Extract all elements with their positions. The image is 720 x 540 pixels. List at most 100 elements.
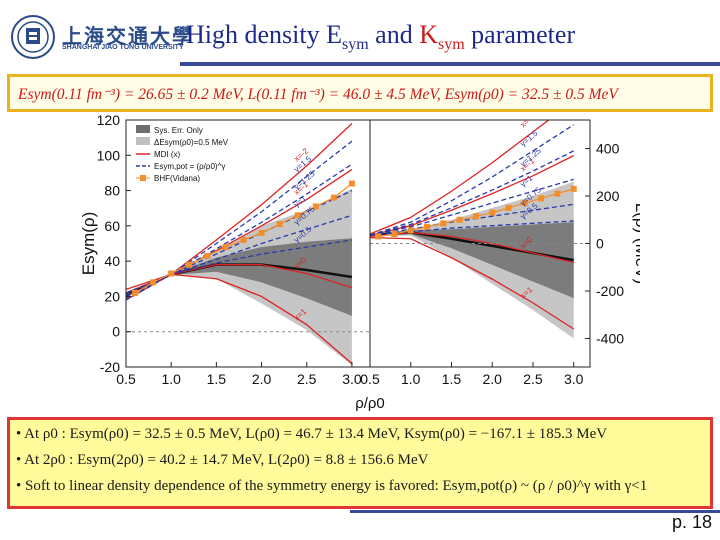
x-axis-label: ρ/ρ0 (355, 395, 385, 412)
mdi-line-x=-1 (370, 155, 574, 236)
bullet-line-2: • At 2ρ0 : Esym(2ρ0) = 40.2 ± 14.7 MeV, … (16, 452, 429, 468)
mdi-line-x=1 (370, 236, 575, 330)
bhf-marker (391, 231, 398, 237)
mdi-line-x=0 (370, 231, 574, 264)
x-tick-label: 1.5 (207, 371, 227, 387)
curve-label: x=-2 (518, 112, 536, 129)
error-band-narrow (126, 238, 352, 316)
bhf-marker (186, 261, 193, 268)
x-tick-label: 3.0 (342, 371, 362, 387)
bhf-marker (505, 204, 512, 211)
left-panel: x=-2x=-1x=0x=1γ=1.5γ=1.25γ=1γ=0.75γ=0.5S… (125, 119, 371, 368)
legend-label: Sys. Err. Only (154, 126, 203, 135)
legend-label: ΔEsym(ρ0)=0.5 MeV (154, 138, 229, 147)
error-band-narrow (370, 222, 574, 299)
bhf-marker (472, 213, 479, 220)
title-rule (180, 62, 720, 66)
y-tick-label: 40 (104, 253, 120, 269)
bhf-marker (312, 203, 319, 210)
bhf-marker (294, 212, 301, 219)
title-k: K (419, 20, 438, 49)
y-axis-label-right: L(ρ) (MeV) (632, 203, 640, 284)
x-tick-label: 1.0 (161, 371, 181, 387)
error-band-wide (370, 181, 574, 339)
panel-plot-area: x=-2x=-1x=0x=1γ=1.5γ=1.25γ=1γ=0.75γ=0.5 (126, 123, 370, 366)
y-tick-label: 0 (596, 236, 604, 252)
bhf-marker (538, 195, 545, 202)
x-tick-label: 0.5 (116, 371, 136, 387)
y-tick-label: 100 (97, 147, 121, 163)
logo-chinese-text: 上海交通大學 (62, 26, 194, 48)
bhf-marker (204, 252, 211, 259)
bhf-marker (240, 236, 247, 243)
x-tick-label: 3.0 (564, 371, 584, 387)
bhf-marker (554, 190, 561, 197)
bhf-marker (407, 227, 414, 234)
top-equation-text: Esym(0.11 fm⁻³) = 26.65 ± 0.2 MeV, L(0.1… (18, 86, 618, 103)
y-tick-label: -20 (100, 359, 120, 375)
bhf-marker (276, 221, 283, 228)
x-tick-label: 2.0 (482, 371, 502, 387)
slide-title: High density Esym and Ksym parameter (186, 20, 575, 54)
bhf-marker (348, 180, 355, 187)
legend-label: BHF(Vidana) (154, 174, 200, 183)
x-tick-label: 2.0 (252, 371, 272, 387)
title-mid: and (368, 20, 420, 49)
x-tick-label: 0.5 (360, 371, 380, 387)
right-panel: x=-2x=-1x=0x=1γ=1.5γ=1.25γ=1γ=0.75γ=0.5 (369, 112, 591, 368)
page-number: p. 18 (671, 512, 712, 532)
bhf-marker (132, 289, 139, 296)
bhf-marker (570, 185, 577, 192)
bhf-marker (258, 229, 265, 236)
x-tick-label: 1.5 (442, 371, 462, 387)
legend-label: Esym,pot = (ρ/ρ0)^γ (154, 162, 225, 171)
title-prefix: High density E (186, 20, 342, 49)
legend-swatch (136, 137, 150, 145)
university-seal-icon (11, 15, 55, 59)
gamma-line-γ=1.5 (370, 124, 575, 236)
y-tick-label: 0 (112, 324, 120, 340)
conclusion-box: • At ρ0 : Esym(ρ0) = 32.5 ± 0.5 MeV, L(ρ… (7, 417, 713, 509)
bhf-marker (489, 209, 496, 216)
gamma-line-γ=0.75 (370, 203, 574, 236)
axes-text: 0.5 1.0 1.5 2.0 2.5 3.0-20020406080100120Esym… (80, 112, 640, 412)
top-equation-box: Esym(0.11 fm⁻³) = 26.65 ± 0.2 MeV, L(0.1… (7, 74, 713, 112)
y-tick-label: 60 (104, 218, 120, 234)
x-tick-label: 1.0 (401, 371, 421, 387)
y-tick-label: 200 (596, 188, 620, 204)
legend-swatch (136, 125, 150, 133)
footer-rule (350, 510, 720, 513)
bullet-line-3: • Soft to linear density dependence of t… (16, 478, 648, 494)
y-tick-label: 20 (104, 288, 120, 304)
legend-label: MDI (x) (154, 150, 181, 159)
y-axis-label-left: Esym(ρ) (80, 212, 98, 276)
bhf-marker (424, 223, 431, 230)
y-tick-label: 400 (596, 141, 620, 157)
title-subscript-2: sym (438, 36, 465, 54)
bhf-marker (222, 244, 229, 251)
y-tick-label: -400 (596, 331, 624, 347)
bhf-marker (521, 200, 528, 207)
mdi-line-x=-2 (370, 120, 550, 235)
y-tick-label: -200 (596, 283, 624, 299)
legend-swatch-marker (140, 175, 146, 181)
panel-plot-area: x=-2x=-1x=0x=1γ=1.5γ=1.25γ=1γ=0.75γ=0.5 (370, 112, 590, 339)
title-suffix: parameter (464, 20, 576, 49)
bullet-line-1: • At ρ0 : Esym(ρ0) = 32.5 ± 0.5 MeV, L(ρ… (16, 426, 608, 442)
gamma-line-γ=1.25 (370, 150, 574, 236)
y-tick-label: 80 (104, 183, 120, 199)
gamma-line-γ=1 (370, 178, 574, 236)
logo-english-text: SHANGHAI JIAO TONG UNIVERSITY (62, 44, 184, 51)
title-subscript-1: sym (342, 36, 369, 54)
bhf-marker (440, 220, 447, 227)
bhf-marker (150, 279, 157, 286)
bhf-marker (375, 233, 382, 240)
university-logo (10, 14, 170, 59)
x-tick-label: 2.5 (523, 371, 543, 387)
x-tick-label: 2.5 (297, 371, 317, 387)
chart-figure: x=-2x=-1x=0x=1γ=1.5γ=1.25γ=1γ=0.75γ=0.5S… (80, 112, 640, 414)
bhf-marker (456, 216, 463, 223)
y-tick-label: 120 (97, 112, 121, 128)
bhf-marker (168, 270, 175, 277)
bhf-marker (330, 194, 337, 201)
